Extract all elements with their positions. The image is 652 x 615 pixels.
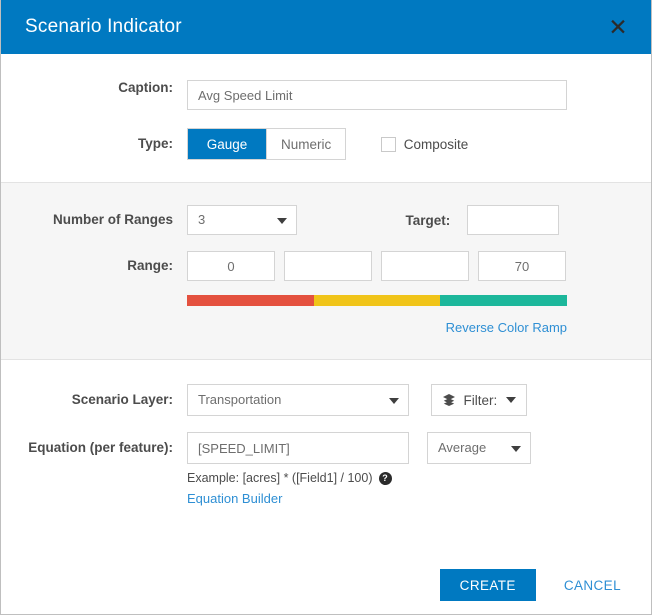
- number-of-ranges-select[interactable]: 3: [187, 205, 297, 236]
- range-inputs: [187, 251, 651, 282]
- equation-example: Example: [acres] * ([Field1] / 100) ?: [187, 471, 409, 485]
- range-input-3[interactable]: [381, 251, 469, 282]
- equation-input-group: Example: [acres] * ([Field1] / 100) ? Eq…: [187, 432, 651, 508]
- range-input-4[interactable]: [478, 251, 566, 282]
- color-ramp[interactable]: [187, 295, 568, 307]
- layers-icon: [442, 393, 456, 407]
- scenario-layer-label: Scenario Layer:: [71, 392, 173, 408]
- target-label: Target:: [405, 212, 451, 228]
- range-row: Range: Reverse Color Ramp: [1, 251, 651, 335]
- color-ramp-segment-3: [440, 295, 568, 307]
- equation-label: Equation (per feature):: [28, 440, 173, 456]
- equation-input[interactable]: [187, 432, 409, 465]
- dialog-titlebar: Scenario Indicator ✕: [1, 0, 651, 54]
- composite-checkbox[interactable]: Composite: [380, 136, 469, 152]
- scenario-layer-field-area: Transportation Filter:: [187, 384, 651, 417]
- composite-label: Composite: [403, 136, 469, 152]
- chevron-down-icon: [277, 218, 287, 225]
- dialog-title: Scenario Indicator: [25, 16, 182, 37]
- reverse-color-ramp-link[interactable]: Reverse Color Ramp: [445, 320, 567, 336]
- aggregation-value: Average: [438, 440, 487, 456]
- caption-field-area: [187, 80, 651, 110]
- bottom-section: Scenario Layer: Transportation Filter:: [1, 360, 651, 508]
- number-of-ranges-label: Number of Ranges: [52, 212, 173, 227]
- chevron-down-icon: [389, 398, 399, 405]
- caption-label: Caption:: [118, 80, 173, 95]
- color-ramp-segment-1: [187, 295, 314, 307]
- scenario-layer-value: Transportation: [198, 392, 282, 408]
- type-segmented-control: Gauge Numeric: [187, 128, 347, 160]
- type-row: Type: Gauge Numeric Composite: [1, 128, 651, 160]
- chevron-down-icon: [506, 397, 517, 404]
- type-option-numeric[interactable]: Numeric: [266, 129, 346, 159]
- range-field-area: Reverse Color Ramp: [187, 251, 651, 335]
- number-of-ranges-row: Number of Ranges 3 Target:: [1, 205, 651, 236]
- range-input-1[interactable]: [187, 251, 275, 282]
- target-input[interactable]: [466, 205, 559, 235]
- range-input-2[interactable]: [284, 251, 372, 282]
- top-section: Caption: Type: Gauge Numeric Composite: [1, 54, 651, 182]
- number-of-ranges-field-area: 3 Target:: [187, 205, 651, 236]
- aggregation-select[interactable]: Average: [427, 432, 531, 465]
- type-field-area: Gauge Numeric Composite: [187, 128, 651, 160]
- dialog-footer: CREATE CANCEL: [1, 556, 651, 614]
- scenario-layer-row: Scenario Layer: Transportation Filter:: [1, 384, 651, 417]
- filter-label: Filter:: [463, 392, 498, 408]
- equation-field-area: Example: [acres] * ([Field1] / 100) ? Eq…: [187, 432, 651, 508]
- equation-row: Equation (per feature): Example: [acres]…: [1, 432, 651, 508]
- equation-builder-link[interactable]: Equation Builder: [187, 491, 283, 507]
- cancel-button[interactable]: CANCEL: [558, 577, 627, 594]
- type-option-gauge[interactable]: Gauge: [188, 129, 266, 159]
- create-button[interactable]: CREATE: [439, 569, 536, 601]
- equation-input-wrap: Example: [acres] * ([Field1] / 100) ? Eq…: [187, 432, 409, 508]
- chevron-down-icon: [511, 446, 521, 453]
- scenario-layer-select[interactable]: Transportation: [187, 384, 409, 417]
- caption-row: Caption:: [1, 80, 651, 110]
- number-of-ranges-value: 3: [198, 212, 206, 228]
- equation-example-text: Example: [acres] * ([Field1] / 100): [187, 471, 373, 486]
- close-icon[interactable]: ✕: [608, 13, 628, 40]
- filter-button[interactable]: Filter:: [431, 384, 528, 417]
- color-ramp-segment-2: [313, 295, 441, 307]
- ranges-panel: Number of Ranges 3 Target: Range:: [1, 182, 651, 361]
- type-label: Type:: [137, 136, 173, 151]
- help-icon[interactable]: ?: [378, 471, 392, 485]
- range-label: Range:: [127, 258, 173, 274]
- caption-input[interactable]: [187, 80, 567, 110]
- composite-checkbox-box[interactable]: [380, 136, 396, 152]
